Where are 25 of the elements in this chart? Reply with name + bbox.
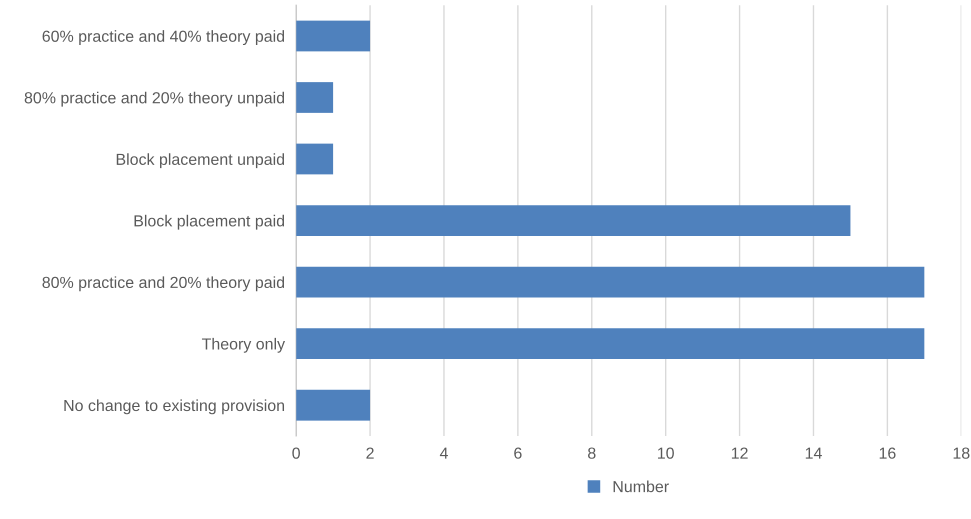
y-tick-label: 60% practice and 40% theory paid [42,30,284,46]
y-tick-label: 80% practice and 20% theory paid [42,276,284,292]
bar [296,390,370,421]
bar [296,328,924,360]
y-tick-label: 80% practice and 20% theory unpaid [24,92,284,107]
x-tick-label: 6 [514,447,522,459]
y-tick-label: No change to existing provision [64,399,284,414]
x-tick-label: 12 [732,447,748,459]
x-tick-label: 16 [880,447,896,459]
x-tick-label: 10 [658,447,674,459]
x-tick-label: 2 [366,447,374,459]
bar [296,266,924,298]
bar [296,205,850,236]
x-tick-label: 18 [954,447,970,459]
bar [296,20,370,52]
y-tick-label: Block placement paid [134,214,284,230]
y-tick-label: Block placement unpaid [116,153,284,168]
x-tick-label: 0 [292,447,300,459]
legend-label: Number [614,480,669,492]
x-tick-label: 14 [806,448,822,459]
y-tick-label: Theory only [202,338,286,353]
bar [296,144,334,174]
bar [296,82,334,113]
x-tick-label: 8 [588,447,596,459]
x-tick-label: 4 [440,448,448,459]
